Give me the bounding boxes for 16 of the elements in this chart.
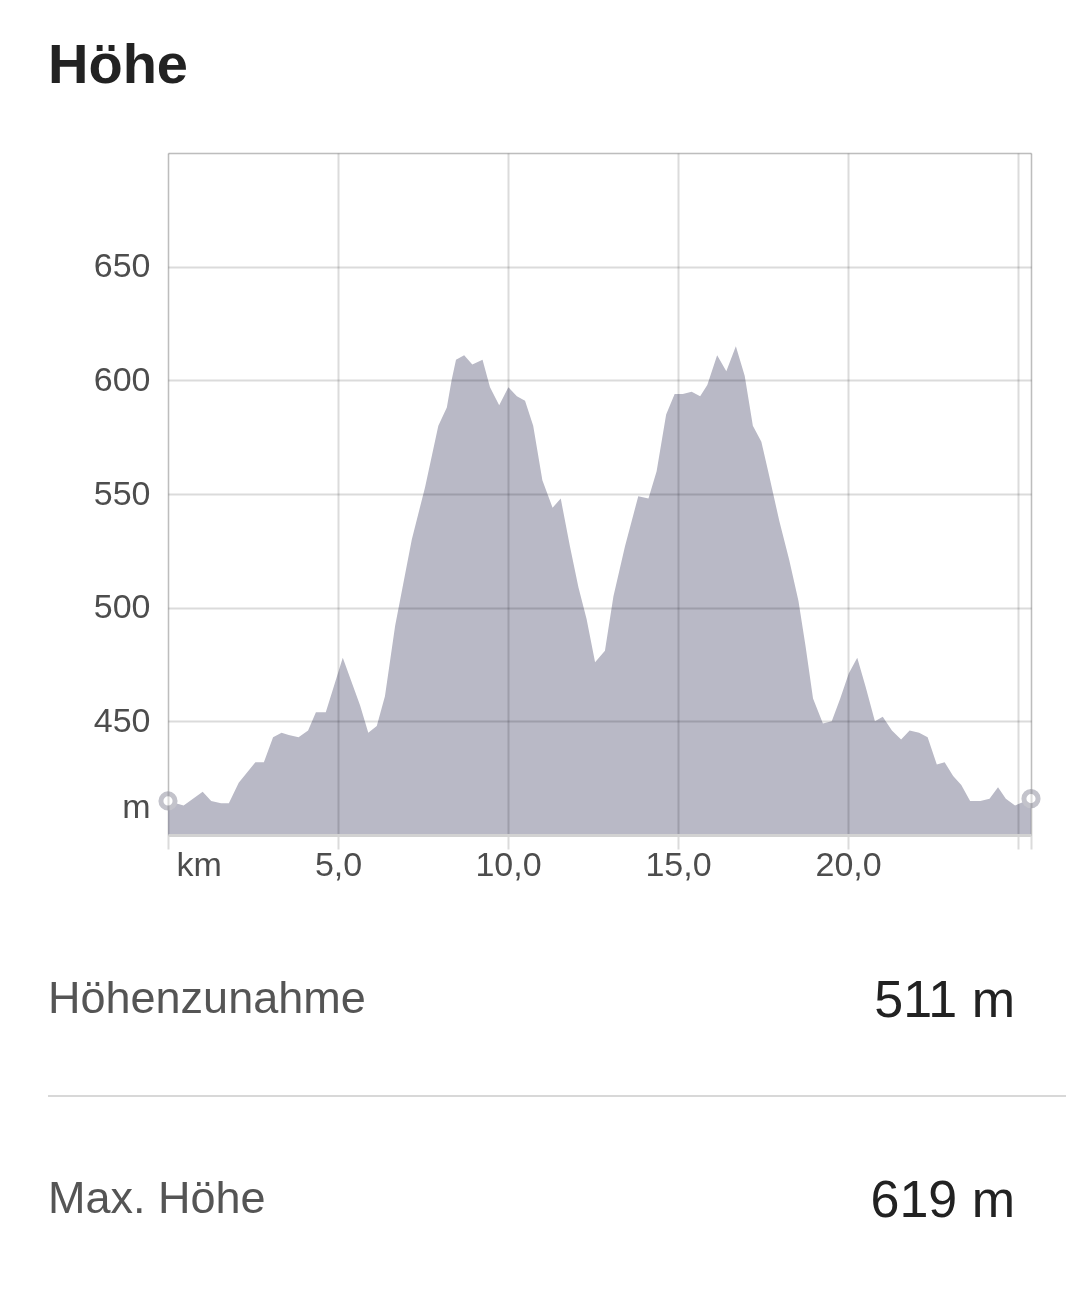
x-tick-label: 10,0 — [475, 844, 542, 883]
y-tick-label: 500 — [93, 587, 151, 626]
x-tick-label: 15,0 — [645, 844, 712, 883]
text: Max. Höhe — [48, 1172, 266, 1223]
text: Höhenzunahme — [48, 972, 366, 1023]
x-tick-label: 20,0 — [815, 844, 882, 883]
y-tick-label: 650 — [93, 246, 151, 285]
x-tick-label: 5,0 — [314, 844, 363, 883]
y-axis-title: m — [122, 786, 151, 825]
y-tick-label: 550 — [93, 473, 151, 512]
x-axis-title: km — [176, 844, 222, 883]
text: 619 m — [870, 1170, 1015, 1228]
chart-title: Höhe — [48, 32, 188, 95]
y-tick-label: 450 — [93, 700, 151, 739]
text: 511 m — [874, 970, 1015, 1028]
y-tick-label: 600 — [93, 359, 151, 398]
